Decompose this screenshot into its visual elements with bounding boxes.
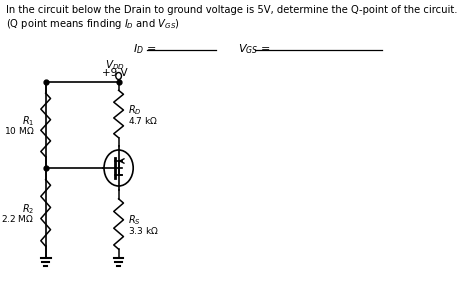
Text: $V_{GS}$ =: $V_{GS}$ = [238, 42, 270, 56]
Text: $R_1$: $R_1$ [22, 114, 34, 128]
Text: +9 V: +9 V [102, 68, 128, 78]
Text: (Q point means finding $I_D$ and $V_{GS}$): (Q point means finding $I_D$ and $V_{GS}… [6, 17, 180, 31]
Text: 2.2 M$\Omega$: 2.2 M$\Omega$ [1, 213, 34, 224]
Text: In the circuit below the Drain to ground voltage is 5V, determine the Q-point of: In the circuit below the Drain to ground… [6, 5, 457, 15]
Text: $R_S$: $R_S$ [128, 213, 141, 227]
Text: $R_2$: $R_2$ [22, 202, 34, 216]
Text: $R_D$: $R_D$ [128, 103, 142, 117]
Text: $I_D$ =: $I_D$ = [133, 42, 156, 56]
Text: 10 M$\Omega$: 10 M$\Omega$ [4, 125, 34, 136]
Text: 3.3 k$\Omega$: 3.3 k$\Omega$ [128, 224, 159, 235]
Text: 4.7 k$\Omega$: 4.7 k$\Omega$ [128, 115, 158, 125]
Text: $V_{DD}$: $V_{DD}$ [105, 58, 125, 72]
